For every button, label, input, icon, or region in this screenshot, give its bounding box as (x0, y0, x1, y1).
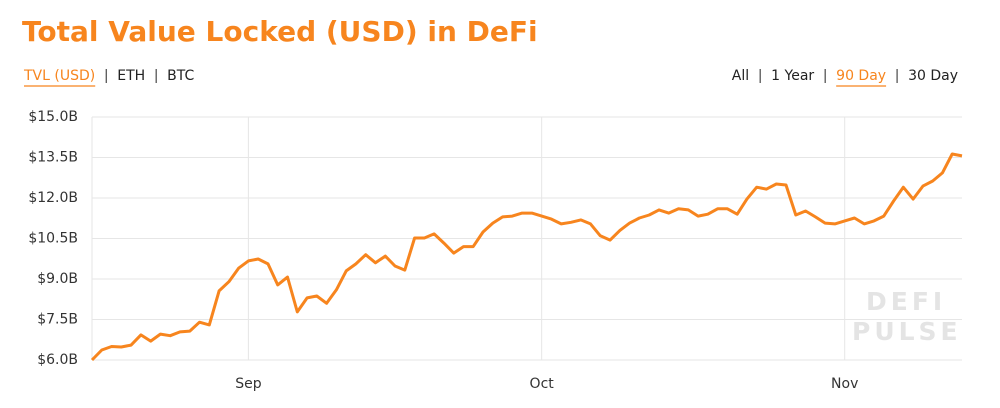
option-range[interactable]: 90 Day (836, 68, 886, 84)
option-range[interactable]: 30 Day (908, 68, 958, 84)
y-tick-label: $7.5B (37, 312, 78, 328)
y-tick-label: $10.5B (28, 231, 78, 247)
y-tick-label: $15.0B (28, 109, 78, 125)
option-series[interactable]: TVL (USD) (23, 68, 95, 84)
y-tick-label: $6.0B (37, 352, 78, 368)
watermark: PULSE (852, 317, 962, 346)
option-range[interactable]: 1 Year (771, 68, 814, 84)
line-series (90, 152, 963, 362)
y-tick-label: $13.5B (28, 150, 78, 166)
x-tick-label: Nov (831, 376, 858, 392)
option-series[interactable]: BTC (167, 68, 194, 84)
x-tick-label: Sep (235, 376, 262, 392)
y-tick-label: $12.0B (28, 190, 78, 206)
chart-title: Total Value Locked (USD) in DeFi (22, 15, 538, 48)
option-series[interactable]: ETH (117, 68, 145, 84)
watermark: DEFI (866, 287, 946, 316)
y-tick-label: $9.0B (37, 271, 78, 287)
x-tick-label: Oct (530, 376, 555, 392)
option-range[interactable]: All (732, 68, 749, 84)
